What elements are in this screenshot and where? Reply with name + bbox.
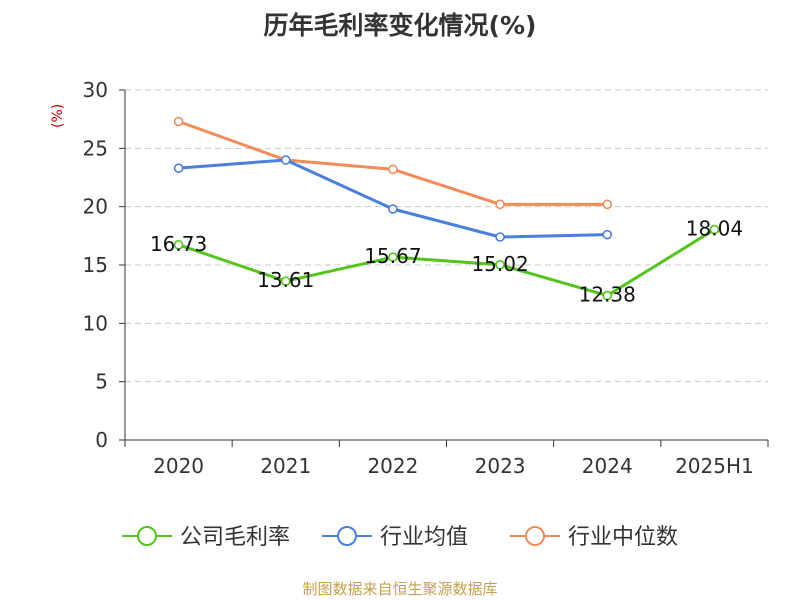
y-tick-label: 20 [83,195,108,219]
x-tick-label: 2025H1 [675,454,754,478]
x-tick-label: 2020 [153,454,204,478]
legend-label: 行业均值 [380,525,468,550]
data-label: 16.73 [150,232,207,256]
y-tick-label: 0 [95,428,108,452]
data-point [388,204,398,214]
y-tick-label: 25 [83,136,108,160]
data-point [173,240,184,250]
y-tick-label: 30 [83,78,108,102]
data-point [388,164,398,175]
x-tick-label: 2022 [367,454,418,478]
data-point [173,116,184,127]
legend-label: 行业中位数 [568,525,678,550]
data-label: 15.02 [471,252,528,276]
data-point [280,276,291,287]
data-point [280,155,291,165]
x-tick-label: 2023 [475,454,526,478]
data-point [173,163,184,173]
data-label: 12.38 [579,283,636,307]
legend-label: 公司毛利率 [180,525,290,550]
legend-swatch-marker [137,526,157,546]
source-footer: 制图数据来自恒生聚源数据库 [302,580,498,598]
y-tick-label: 10 [83,311,108,335]
data-point [602,229,613,240]
data-point [602,290,613,301]
x-tick-label: 2024 [582,454,633,478]
chart-title: 历年毛利率变化情况(%) [263,11,537,40]
data-point [709,224,720,235]
data-point [388,252,398,262]
data-label: 18.04 [686,217,743,241]
series-line-1 [178,228,716,298]
data-point [495,259,505,270]
data-label: 13.61 [257,268,314,292]
y-tick-label: 15 [83,253,108,277]
legend-swatch-marker [337,526,357,546]
data-point [495,232,505,242]
data-label: 15.67 [364,244,421,268]
x-tick-label: 2021 [260,454,311,478]
data-point [602,199,613,210]
data-point [495,199,505,210]
legend-swatch-marker [525,526,545,546]
y-tick-label: 5 [95,370,108,394]
